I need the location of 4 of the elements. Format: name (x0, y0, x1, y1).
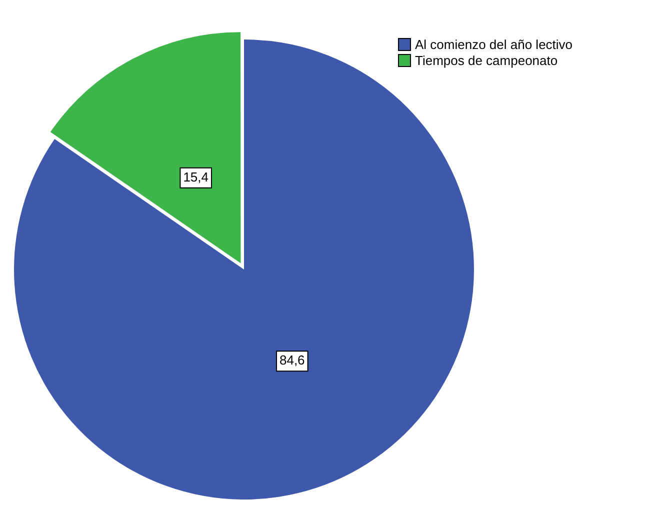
data-label: 84,6 (279, 352, 305, 368)
data-label: 15,4 (183, 169, 209, 184)
legend-label: Tiempos de campeonato (415, 52, 558, 68)
legend-label: Al comienzo del año lectivo (415, 36, 573, 52)
